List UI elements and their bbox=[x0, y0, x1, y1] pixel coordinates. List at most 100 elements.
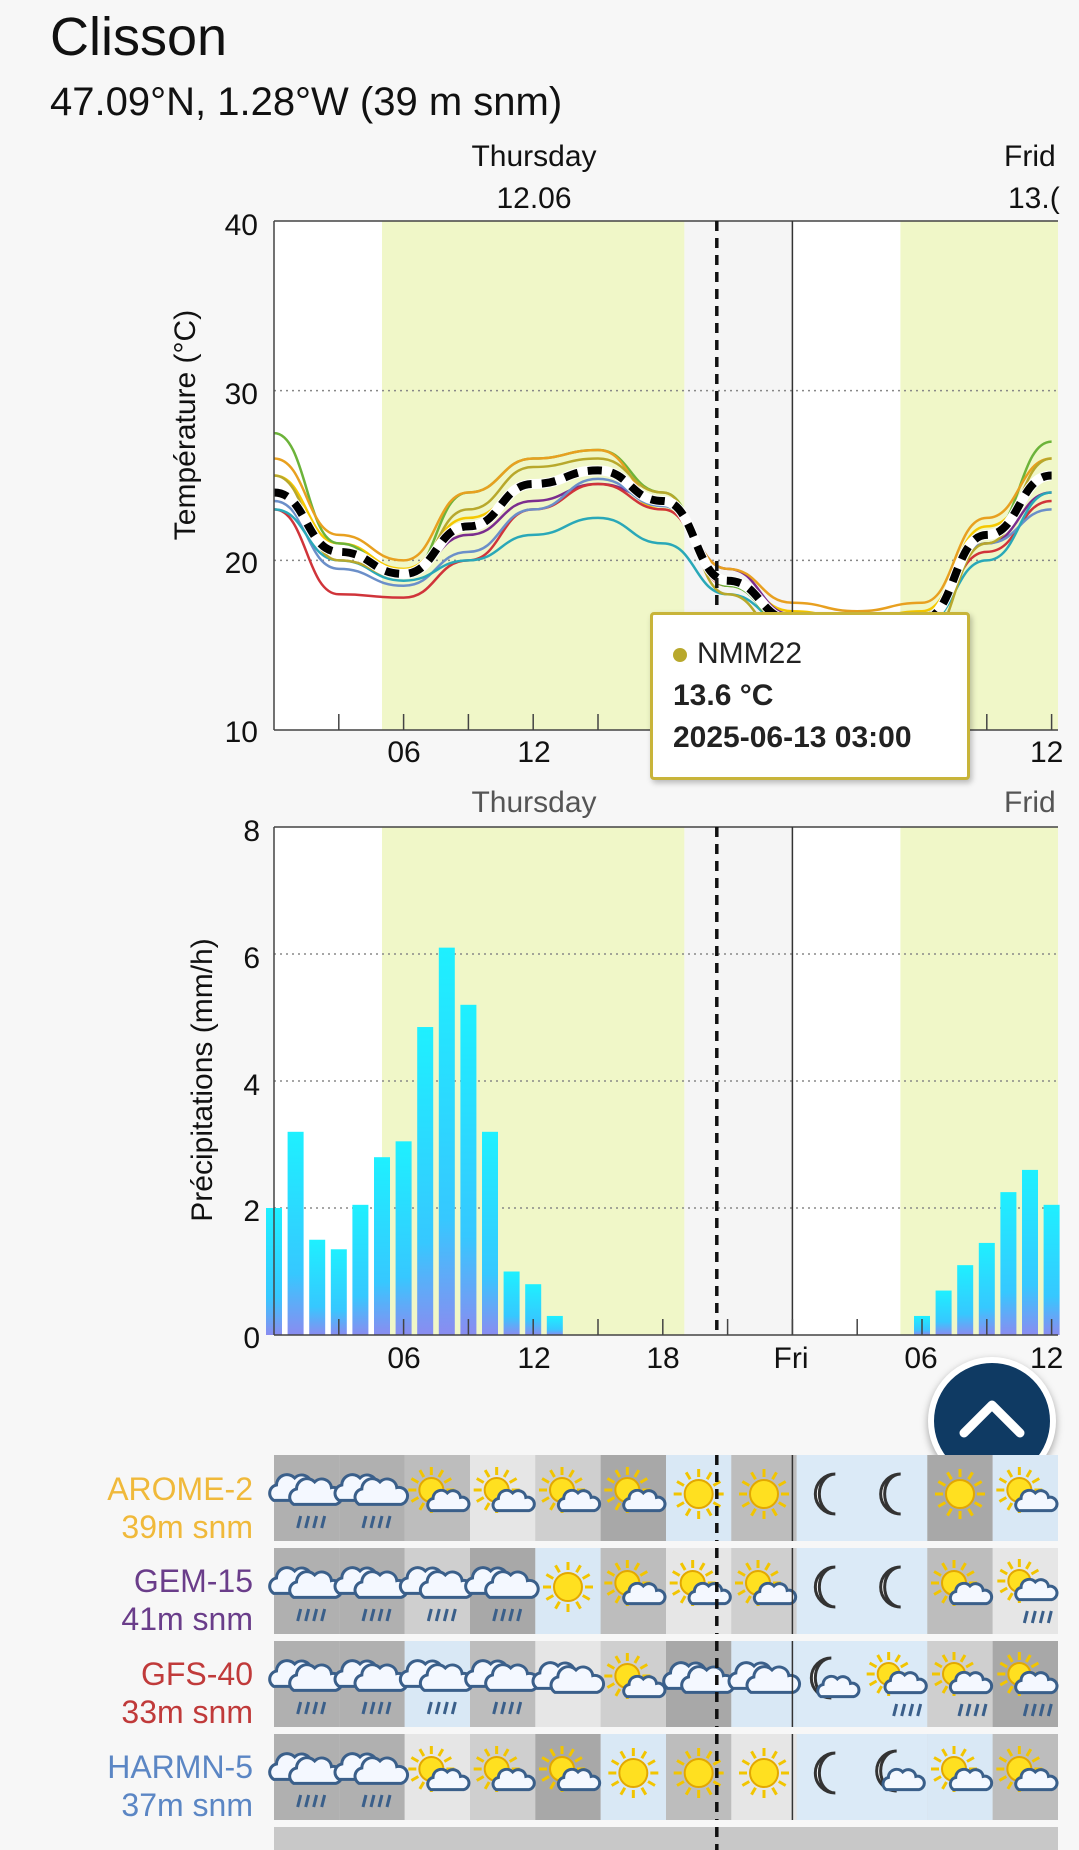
precip-bar bbox=[482, 1131, 498, 1335]
model-altitude: 39m snm bbox=[121, 1509, 253, 1545]
sun-cloud-rain-icon bbox=[932, 1652, 994, 1717]
sun-cloud-icon bbox=[539, 1467, 602, 1513]
precip-bar bbox=[503, 1271, 520, 1335]
cloud-rain-icon bbox=[268, 1473, 344, 1529]
model-name: GFS-40 bbox=[140, 1656, 253, 1692]
precip-bar bbox=[957, 1265, 974, 1335]
precip-bar bbox=[1000, 1192, 1017, 1335]
icon-strip-harmn-5 bbox=[268, 1734, 1059, 1820]
sun-cloud-rain-icon bbox=[866, 1652, 928, 1717]
precip-bar bbox=[460, 1004, 477, 1335]
model-altitude: 41m snm bbox=[121, 1601, 253, 1637]
moon-cloud-icon bbox=[875, 1749, 926, 1793]
model-name: GEM-15 bbox=[133, 1563, 253, 1599]
x-tick-12-friday: 12 bbox=[1030, 736, 1063, 769]
night-band bbox=[684, 827, 793, 1335]
model-label-arome[interactable]: AROME-2 39m snm bbox=[107, 1470, 253, 1546]
precip-bar bbox=[287, 1131, 304, 1335]
model-name: HARMN-5 bbox=[107, 1749, 253, 1785]
day-date-friday: 13.( bbox=[1008, 182, 1060, 215]
x-tick-12: 12 bbox=[517, 1342, 550, 1375]
strip-cell bbox=[796, 1548, 862, 1634]
sun-cloud-icon bbox=[996, 1746, 1059, 1792]
y-tick-2: 2 bbox=[243, 1195, 260, 1228]
cloud-rain-icon bbox=[398, 1566, 475, 1622]
precip-bar bbox=[1022, 1169, 1038, 1335]
sun-icon bbox=[608, 1748, 659, 1798]
precipitation-chart[interactable]: Thursday Frid Précipitations (mm/h) 0 2 … bbox=[0, 775, 1079, 1415]
precip-bar bbox=[417, 1027, 434, 1335]
y-tick-4: 4 bbox=[243, 1069, 260, 1102]
model-label-gem[interactable]: GEM-15 41m snm bbox=[121, 1562, 253, 1638]
precip-bar bbox=[352, 1204, 369, 1335]
sun-cloud-icon bbox=[473, 1467, 536, 1513]
strip-background bbox=[274, 1827, 1058, 1850]
precip-bar bbox=[438, 947, 455, 1335]
cloud-icon bbox=[531, 1661, 606, 1694]
sun-icon bbox=[543, 1562, 593, 1612]
icon-strip-gem-15 bbox=[268, 1548, 1059, 1634]
cloud-rain-icon bbox=[333, 1566, 410, 1622]
tooltip-model: NMM22 bbox=[697, 637, 803, 670]
moon-cloud-icon bbox=[809, 1656, 861, 1700]
sun-cloud-rain-icon bbox=[997, 1652, 1059, 1717]
sun-icon bbox=[739, 1748, 789, 1798]
precip-bar bbox=[309, 1239, 326, 1335]
precip-bar bbox=[978, 1242, 995, 1335]
temperature-axis-label: Température (°C) bbox=[169, 310, 202, 540]
cloud-rain-icon bbox=[333, 1752, 410, 1808]
y-tick-40: 40 bbox=[225, 209, 258, 242]
x-tick-12-friday: 12 bbox=[1030, 1342, 1063, 1375]
place-title: Clisson bbox=[50, 7, 228, 67]
model-label-gfs[interactable]: GFS-40 33m snm bbox=[121, 1655, 253, 1731]
sun-cloud-icon bbox=[604, 1653, 667, 1699]
day-date-thursday: 12.06 bbox=[496, 182, 571, 215]
cloud-rain-icon bbox=[464, 1566, 540, 1622]
precip-bar bbox=[374, 1157, 390, 1335]
sun-icon bbox=[673, 1748, 724, 1798]
tooltip-time: 2025-06-13 03:00 bbox=[673, 721, 912, 754]
day-label-thursday-precip: Thursday bbox=[471, 786, 596, 819]
sun-cloud-icon bbox=[604, 1467, 667, 1513]
chevron-up-icon bbox=[959, 1400, 1025, 1438]
model-name: AROME-2 bbox=[107, 1471, 253, 1507]
precip-bar bbox=[546, 1315, 563, 1335]
model-icon-strips bbox=[268, 1455, 1059, 1850]
sun-cloud-icon bbox=[473, 1746, 536, 1792]
precip-bar bbox=[330, 1249, 347, 1335]
precip-bar bbox=[935, 1290, 952, 1335]
y-tick-6: 6 bbox=[243, 942, 260, 975]
day-label-friday-precip: Frid bbox=[1004, 786, 1056, 819]
model-label-harmonie[interactable]: HARMN-5 37m snm bbox=[107, 1748, 253, 1824]
sun-cloud-icon bbox=[735, 1560, 798, 1606]
x-tick-06: 06 bbox=[387, 1342, 420, 1375]
daylight-band bbox=[382, 221, 685, 730]
sun-cloud-icon bbox=[931, 1746, 994, 1792]
place-coordinates: 47.09°N, 1.28°W (39 m snm) bbox=[50, 80, 563, 124]
cloud-rain-icon bbox=[268, 1659, 344, 1715]
model-altitude: 33m snm bbox=[121, 1694, 253, 1730]
sun-cloud-icon bbox=[931, 1560, 994, 1606]
x-tick-fri: Fri bbox=[774, 1342, 809, 1375]
cloud-rain-icon bbox=[333, 1659, 410, 1715]
precip-bar bbox=[1043, 1204, 1060, 1335]
y-tick-30: 30 bbox=[225, 378, 258, 411]
icon-strip-partial bbox=[274, 1827, 1058, 1850]
sun-icon bbox=[673, 1469, 724, 1519]
sun-icon bbox=[935, 1469, 985, 1519]
strip-cell bbox=[862, 1455, 928, 1541]
moon-icon bbox=[813, 1751, 836, 1795]
strip-cell bbox=[796, 1734, 862, 1820]
sun-icon bbox=[739, 1469, 789, 1519]
sun-cloud-icon bbox=[669, 1560, 732, 1606]
cloud-rain-icon bbox=[464, 1659, 540, 1715]
precip-bar bbox=[395, 1141, 412, 1335]
x-tick-06-friday: 06 bbox=[904, 1342, 937, 1375]
model-altitude: 37m snm bbox=[121, 1787, 253, 1823]
moon-icon bbox=[813, 1472, 836, 1516]
precipitation-axis-label: Précipitations (mm/h) bbox=[186, 938, 219, 1221]
tooltip-value: 13.6 °C bbox=[673, 679, 774, 712]
strip-cell bbox=[862, 1548, 928, 1634]
cloud-rain-icon bbox=[333, 1473, 410, 1529]
precip-bar bbox=[525, 1284, 542, 1335]
